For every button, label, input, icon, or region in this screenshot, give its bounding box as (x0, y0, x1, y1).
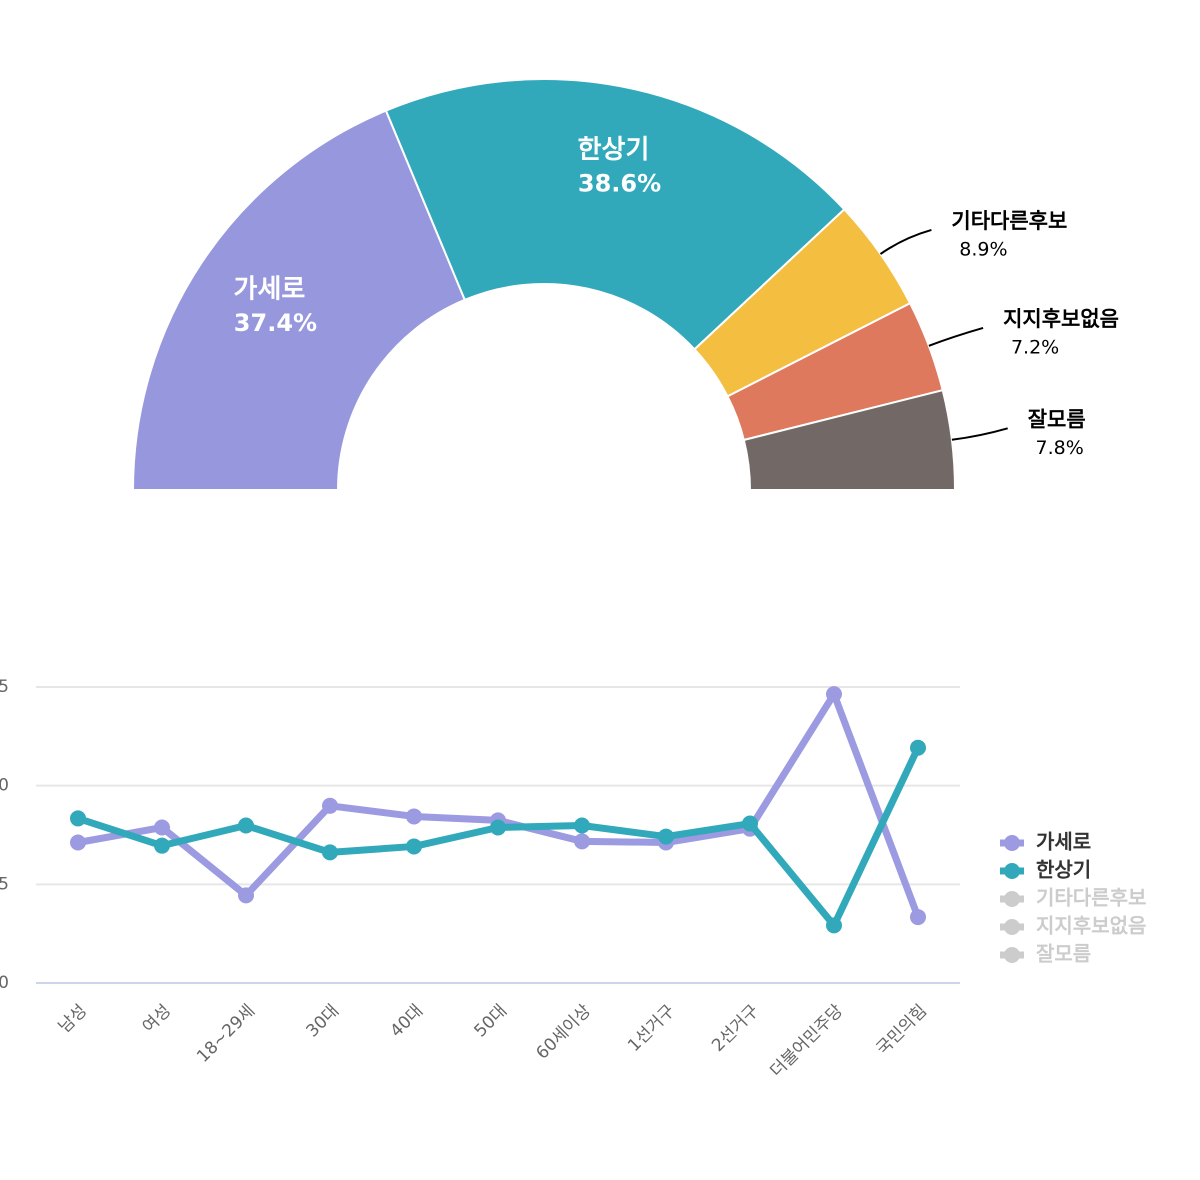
series-marker (322, 797, 338, 814)
pie-slice (742, 388, 957, 491)
series-marker (910, 909, 926, 926)
series-marker (574, 817, 590, 834)
series-marker (154, 837, 170, 854)
series-line (76, 746, 922, 929)
legend-marker (1004, 835, 1020, 851)
slice-value: 7.2% (1011, 336, 1059, 358)
series-marker (574, 833, 590, 850)
legend-marker (1004, 863, 1020, 879)
legend-label: 가세로 (1036, 830, 1091, 854)
x-tick-label: 더불어민주당 (767, 1001, 848, 1082)
x-tick-label: 50대 (471, 1001, 512, 1042)
series-marker (70, 834, 86, 851)
x-tick-label: 60세이상 (532, 1001, 595, 1064)
x-tick-label: 1선거구 (624, 1001, 679, 1056)
x-tick-label: 30대 (303, 1001, 344, 1042)
y-tick-label: 50 (0, 776, 9, 796)
y-tick-label: 0 (0, 973, 9, 993)
x-tick-label: 18~29세 (193, 1001, 259, 1067)
y-tick-label: 25 (0, 874, 9, 894)
series-marker (742, 815, 758, 832)
slice-label: 한상기 (578, 135, 650, 165)
series-marker (826, 686, 842, 703)
series-marker (238, 887, 254, 904)
series-marker (658, 828, 674, 845)
x-tick-label: 2선거구 (708, 1001, 763, 1056)
legend-label: 한상기 (1036, 858, 1091, 882)
legend-label: 기타다른후보 (1036, 886, 1146, 910)
series-marker (70, 810, 86, 827)
pie-slice (384, 78, 846, 351)
slice-label: 지지후보없음 (1003, 307, 1119, 331)
slice-label: 기타다른후보 (951, 209, 1067, 233)
series-marker (406, 838, 422, 855)
slice-value: 37.4% (234, 309, 317, 337)
series-marker (322, 844, 338, 861)
series-marker (406, 808, 422, 825)
x-tick-label: 남성 (55, 1001, 91, 1037)
x-tick-label: 국민의힘 (873, 1001, 931, 1059)
leader-line (951, 427, 1008, 441)
slice-value: 7.8% (1036, 437, 1084, 459)
y-tick-label: 75 (0, 677, 9, 697)
series-marker (154, 819, 170, 836)
slice-value: 38.6% (578, 169, 661, 197)
legend-label: 잘모름 (1036, 942, 1091, 966)
legend-marker (1004, 891, 1020, 907)
leader-line (928, 327, 984, 347)
slice-label: 잘모름 (1028, 407, 1086, 431)
x-tick-label: 40대 (387, 1001, 428, 1042)
series-marker (910, 739, 926, 756)
legend-marker (1004, 947, 1020, 963)
leader-line (879, 228, 932, 255)
legend-label: 지지후보없음 (1036, 914, 1146, 938)
slice-value: 8.9% (959, 238, 1007, 260)
slice-label: 가세로 (234, 274, 306, 304)
pie-slice (131, 109, 467, 491)
x-tick-label: 여성 (139, 1001, 175, 1037)
series-marker (490, 819, 506, 836)
series-marker (826, 917, 842, 934)
series-marker (238, 817, 254, 834)
legend-marker (1004, 919, 1020, 935)
